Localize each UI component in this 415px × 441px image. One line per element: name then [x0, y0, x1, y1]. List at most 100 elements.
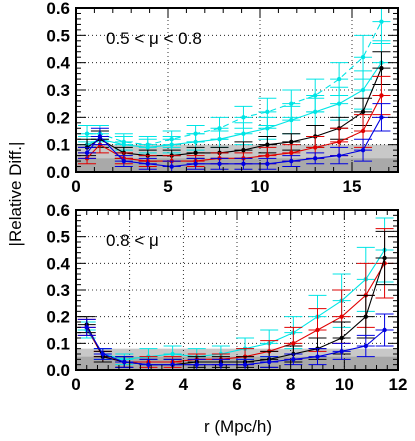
data-point — [336, 101, 342, 106]
data-point — [217, 161, 222, 166]
data-point — [145, 161, 150, 166]
x-tick-label: 10 — [251, 177, 270, 196]
data-point — [265, 142, 270, 147]
data-point — [241, 131, 246, 136]
x-tick-label: 10 — [335, 375, 354, 394]
data-point — [84, 131, 90, 136]
data-point — [289, 139, 294, 145]
data-point — [313, 93, 318, 98]
data-point — [217, 126, 222, 131]
y-tick-label: 0.2 — [46, 308, 70, 327]
data-point — [291, 357, 296, 362]
data-point — [339, 349, 344, 354]
y-tick-label: 0.3 — [46, 281, 70, 300]
data-point — [265, 161, 270, 166]
data-point — [363, 314, 368, 319]
data-point — [382, 327, 387, 333]
x-tick-label: 15 — [343, 177, 362, 196]
data-point — [169, 142, 174, 147]
data-point — [315, 354, 320, 359]
data-point — [336, 153, 342, 158]
x-tick-label: 4 — [179, 375, 189, 394]
data-point — [97, 134, 103, 139]
data-point — [289, 158, 294, 164]
shaded-band-1 — [76, 158, 398, 172]
data-point — [360, 55, 366, 60]
data-point — [122, 359, 127, 365]
data-point — [360, 128, 366, 134]
data-point — [315, 327, 320, 333]
y-tick-label: 0.0 — [46, 361, 70, 380]
y-tick-label: 0.5 — [46, 26, 70, 45]
y-tick-label: 0.1 — [46, 334, 70, 353]
x-tick-label: 5 — [163, 177, 172, 196]
data-point — [313, 156, 318, 161]
data-point — [313, 109, 318, 115]
data-point — [145, 145, 150, 150]
data-point — [336, 139, 342, 145]
data-point — [379, 115, 384, 120]
data-point — [267, 359, 272, 365]
data-point — [121, 142, 127, 147]
data-point — [360, 87, 366, 93]
x-tick-label: 2 — [125, 375, 134, 394]
y-tick-label: 0.6 — [46, 201, 70, 220]
data-point — [193, 150, 198, 156]
data-point — [241, 161, 246, 166]
y-tick-label: 0.3 — [46, 81, 70, 100]
y-tick-label: 0.2 — [46, 108, 70, 127]
data-point — [169, 164, 174, 169]
data-point — [379, 93, 384, 98]
x-tick-label: 6 — [232, 375, 241, 394]
data-point — [170, 351, 175, 357]
data-point — [360, 109, 366, 115]
y-tick-label: 0.5 — [46, 228, 70, 247]
bottom-panel: 0.0 0.1 0.2 0.3 0.4 0.5 0.6 0 2 4 6 8 10 12 0.8 < μ — [46, 201, 407, 394]
data-point — [265, 126, 270, 131]
y-tick-label: 0.6 — [46, 0, 70, 18]
y-axis-title: |Relative Diff.| — [6, 142, 25, 247]
data-point — [289, 101, 294, 106]
data-point — [193, 139, 198, 145]
data-point — [313, 145, 318, 150]
data-point — [289, 117, 294, 123]
data-point — [193, 161, 198, 166]
data-point — [121, 158, 127, 164]
data-point — [100, 351, 106, 357]
panel-annotation: 0.5 < μ < 0.8 — [106, 29, 202, 48]
data-point — [265, 153, 270, 158]
series-line-1 — [86, 263, 386, 363]
data-point — [84, 325, 89, 330]
data-point — [336, 76, 342, 82]
y-tick-label: 0.4 — [46, 254, 70, 273]
data-point — [217, 137, 222, 142]
y-tick-label: 0.1 — [46, 136, 70, 155]
top-panel: 0.0 0.1 0.2 0.3 0.4 0.5 0.6 0 5 10 15 0.5 < μ < 0.8 — [46, 0, 399, 196]
data-point — [265, 109, 270, 115]
data-point — [339, 314, 344, 319]
y-tick-label: 0.4 — [46, 54, 70, 73]
series-line-1 — [86, 62, 382, 148]
data-point — [194, 362, 199, 367]
x-tick-label: 0 — [71, 177, 80, 196]
data-point — [241, 147, 246, 153]
data-point — [84, 150, 90, 156]
data-point — [363, 343, 368, 349]
data-point — [379, 65, 384, 71]
data-point — [360, 147, 366, 153]
data-point — [289, 150, 294, 156]
data-point — [218, 362, 224, 367]
data-point — [241, 115, 246, 120]
data-point — [339, 335, 344, 341]
data-point — [146, 362, 151, 367]
x-tick-label: 12 — [389, 375, 408, 394]
data-point — [379, 19, 384, 24]
panel-annotation: 0.8 < μ — [106, 231, 159, 250]
data-point — [382, 255, 387, 261]
data-point — [170, 362, 175, 367]
x-axis-title: r (Mpc/h) — [204, 417, 272, 436]
data-point — [242, 362, 248, 367]
y-tick-label: 0.0 — [46, 163, 70, 182]
x-tick-label: 8 — [286, 375, 295, 394]
